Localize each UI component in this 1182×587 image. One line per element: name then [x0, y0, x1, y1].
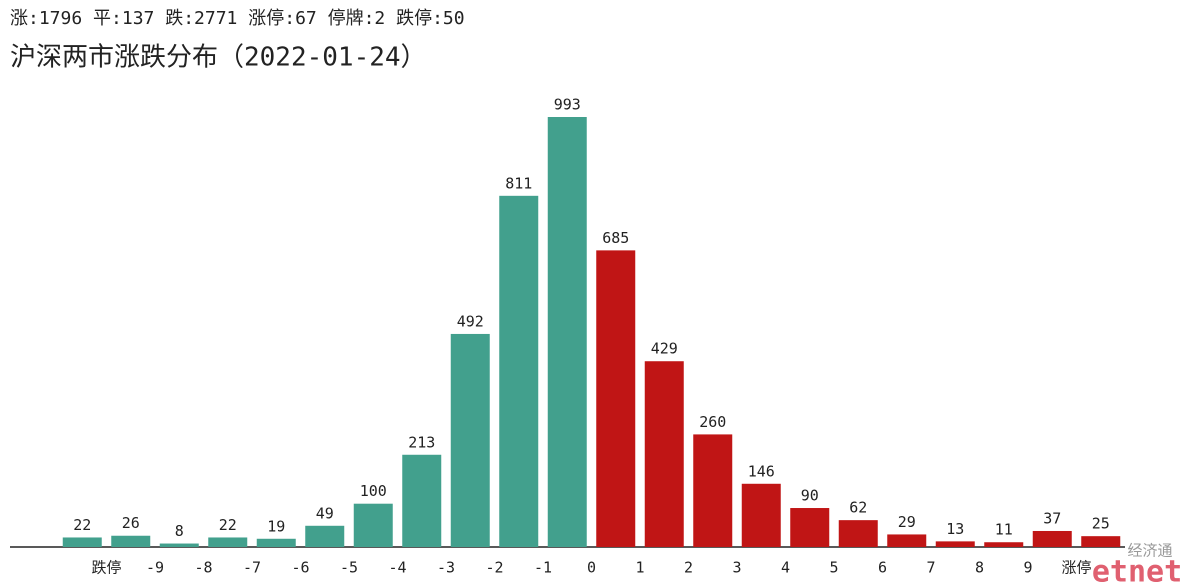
x-tick-label: 6: [878, 559, 887, 577]
chart-subtitle: 涨:1796 平:137 跌:2771 涨停:67 停牌:2 跌停:50: [10, 8, 465, 29]
data-label: 100: [360, 482, 387, 500]
data-label: 811: [505, 174, 532, 192]
data-label: 11: [995, 521, 1013, 539]
x-tick-label: -5: [340, 559, 358, 577]
bar: [838, 520, 878, 547]
bar: [402, 454, 442, 547]
bar: [62, 537, 102, 547]
data-label: 685: [602, 229, 629, 247]
watermark-cn: 经济通: [1127, 542, 1172, 560]
bar: [887, 534, 927, 547]
data-label: 260: [699, 413, 726, 431]
data-label: 22: [73, 516, 91, 534]
bar: [159, 543, 199, 547]
bar: [693, 434, 733, 547]
bar: [499, 195, 539, 547]
x-tick-label: 9: [1023, 559, 1032, 577]
data-label: 146: [748, 462, 775, 480]
data-label: 13: [946, 520, 964, 538]
x-tick-label: 3: [732, 559, 741, 577]
x-tick-label: -2: [485, 559, 503, 577]
x-tick-label: 0: [587, 559, 596, 577]
x-tick-label: -1: [534, 559, 552, 577]
data-label: 37: [1043, 509, 1061, 527]
x-tick-label: -6: [291, 559, 309, 577]
bar: [353, 503, 393, 547]
bar: [741, 483, 781, 547]
x-tick-label: -4: [388, 559, 406, 577]
watermark-en: etnet: [1092, 555, 1182, 587]
x-tick-label: -7: [243, 559, 261, 577]
bar: [644, 361, 684, 547]
data-label: 993: [554, 96, 581, 114]
data-label: 29: [898, 513, 916, 531]
data-label: 22: [219, 516, 237, 534]
data-label: 25: [1092, 515, 1110, 533]
x-tick-label: -3: [437, 559, 455, 577]
bar: [450, 333, 490, 547]
x-tick-label: 5: [829, 559, 838, 577]
x-tick-label: 8: [975, 559, 984, 577]
x-tick-label: 1: [635, 559, 644, 577]
x-tick-label: 7: [926, 559, 935, 577]
x-tick-label: 4: [781, 559, 790, 577]
data-label: 49: [316, 504, 334, 522]
x-tick-label: -8: [194, 559, 212, 577]
data-label: 90: [801, 487, 819, 505]
data-label: 492: [457, 312, 484, 330]
bar: [790, 508, 830, 547]
data-label: 19: [267, 517, 285, 535]
x-tick-label: 跌停: [91, 559, 121, 577]
bar: [547, 117, 587, 547]
bar: [256, 538, 296, 547]
data-label: 8: [175, 522, 184, 540]
x-tick-label: -9: [146, 559, 164, 577]
bar: [1081, 536, 1121, 547]
data-label: 26: [122, 514, 140, 532]
bar: [935, 541, 975, 547]
bar: [208, 537, 248, 547]
chart-title: 沪深两市涨跌分布（2022-01-24）: [10, 43, 427, 73]
x-tick-label: 涨停: [1061, 559, 1091, 577]
bar: [111, 535, 151, 547]
bar: [596, 250, 636, 548]
data-label: 429: [651, 340, 678, 358]
data-label: 213: [408, 433, 435, 451]
data-label: 62: [849, 499, 867, 517]
bar: [1032, 530, 1072, 547]
x-tick-label: 2: [684, 559, 693, 577]
bar: [305, 525, 345, 547]
bar: [984, 542, 1024, 547]
